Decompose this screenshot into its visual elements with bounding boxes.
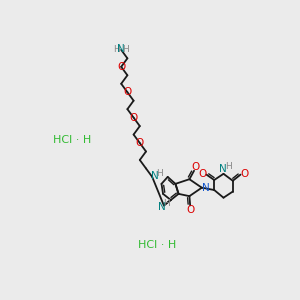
Text: O: O [136,138,144,148]
Text: O: O [186,205,194,215]
Text: O: O [240,169,249,179]
Text: O: O [123,87,131,97]
Text: O: O [130,112,138,123]
Text: N: N [158,202,165,212]
Text: HCl · H: HCl · H [139,240,177,250]
Text: N: N [117,44,125,54]
Text: O: O [199,169,207,179]
Text: H: H [113,45,120,54]
Text: N: N [219,164,226,174]
Text: H: H [122,45,129,54]
Text: O: O [191,162,200,172]
Text: N: N [202,183,210,193]
Text: H: H [226,162,232,171]
Text: N: N [152,171,159,181]
Text: HCl · H: HCl · H [53,135,92,145]
Text: H: H [164,199,170,208]
Text: H: H [157,169,163,178]
Text: O: O [117,62,125,72]
